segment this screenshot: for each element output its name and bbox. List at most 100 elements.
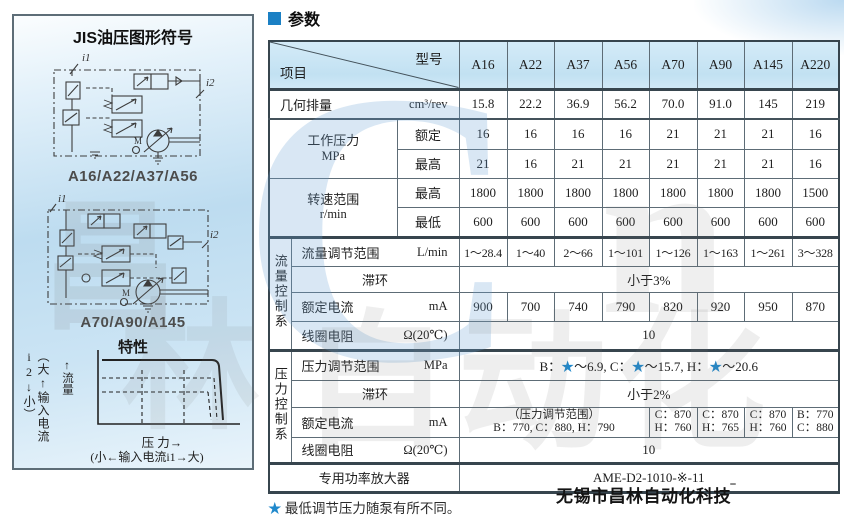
row-unit: r/min	[319, 207, 347, 222]
value-cell: 900	[458, 291, 508, 322]
value-cell: 740	[553, 291, 603, 322]
value-cell: 21	[696, 118, 745, 150]
row-label: 工作压力	[307, 133, 360, 149]
row-unit: L/min	[416, 244, 448, 259]
value-cell: 600	[506, 206, 555, 238]
jis-symbols-panel: JIS油压图形符号 i1 i2	[12, 14, 254, 470]
row-speed-min: 最低 600 600 600 600 600 600 600 600	[269, 206, 840, 238]
row-label-cell: 几何排量 cm³/rev	[268, 88, 460, 120]
row-unit: Ω(20℃)	[403, 442, 448, 457]
value-cell: 600	[648, 206, 698, 238]
value-cell: 219	[791, 88, 840, 120]
value-cell: 21	[648, 118, 698, 150]
value-cell: 790	[601, 291, 650, 322]
value-cell: 21	[601, 148, 650, 179]
value-cell: 16	[506, 148, 555, 179]
value-cell: 600	[601, 206, 650, 238]
diagonal-divider	[270, 42, 455, 86]
value-cell: 36.9	[553, 88, 603, 120]
value-cell: 820	[648, 291, 698, 322]
diagram1-i1-label: i1	[82, 52, 91, 64]
value-cell: 1500	[791, 177, 840, 208]
row-flow-hysteresis: 滞环 小于3%	[269, 265, 840, 293]
value-cell: 70.0	[648, 88, 698, 120]
value-cell: 21	[696, 148, 745, 179]
row-speed-max: 转速范围 r/min 最高 1800 1800 1800 1800 1800 1…	[268, 177, 840, 238]
value-cell: 1～28.4	[458, 235, 508, 267]
row-label: 压力调节范围	[301, 359, 380, 374]
value-cell: 16	[506, 118, 555, 150]
row-pressure-current: 额定电流 mA （压力调节范围） B：770, C：880, H：790 C：8…	[269, 406, 840, 438]
value-cell: 1～40	[506, 235, 555, 267]
value-cell-span: （压力调节范围） B：770, C：880, H：790	[458, 406, 650, 438]
sub-label: 最高	[396, 148, 460, 179]
value-cell: 1～101	[601, 235, 650, 267]
table-footnote: ★ 最低调节压力随泵有所不同。	[268, 497, 460, 517]
value-cell: 700	[506, 291, 555, 322]
sub-label: 额定	[396, 118, 460, 150]
column-header: A16	[458, 40, 508, 91]
row-label: 专用功率放大器	[268, 461, 460, 494]
value-cell: 16	[458, 118, 508, 150]
row-pressure-coil: 线圈电阻 Ω(20℃) 10	[269, 436, 840, 464]
column-header: A145	[743, 40, 793, 91]
value-cell: 21	[648, 148, 698, 179]
value-cell: 2～66	[553, 235, 603, 267]
diagram2-i1-label: i1	[58, 193, 67, 205]
diagram2-m-label: M	[122, 288, 130, 298]
value-cell-span: 10	[458, 320, 840, 351]
row-label: 滞环	[290, 265, 460, 293]
diagram1-caption: A16/A22/A37/A56	[67, 168, 199, 185]
row-label: 转速范围	[307, 191, 360, 207]
value-cell-span: B：★～6.9, C：★～15.7, H：★～20.6	[458, 348, 840, 381]
star-icon: ★	[268, 501, 282, 516]
row-label-cell: 额定电流 mA	[290, 291, 460, 322]
value-cell: 1800	[506, 177, 555, 208]
row-label: 流量调节范围	[301, 245, 380, 261]
row-pressure-rated: 工作压力 MPa 额定 16 16 16 16 21 21 21 16	[268, 118, 840, 179]
column-header: A220	[791, 40, 840, 91]
sub-label: 最高	[396, 177, 460, 208]
row-label: 几何排量	[280, 97, 333, 113]
value-cell: 22.2	[506, 88, 555, 120]
row-unit: MPa	[423, 358, 448, 372]
characteristics-y-axis-label: （大↑输入电流i2↓小）	[22, 350, 50, 443]
value-cell: C：870 H：760	[743, 406, 793, 438]
table-header-row: 型号 项目 A16 A22 A37 A56 A70 A90 A145 A220	[268, 40, 840, 91]
characteristics-chart	[74, 346, 246, 437]
row-pressure-max: 最高 21 16 21 21 21 21 21 16	[269, 148, 840, 179]
column-header: A37	[553, 40, 603, 91]
row-unit: cm³/rev	[409, 96, 448, 111]
column-header: A90	[696, 40, 745, 91]
value-cell: 950	[743, 291, 793, 322]
value-cell: 600	[791, 206, 840, 238]
value-cell: 21	[743, 118, 793, 150]
column-header: A70	[648, 40, 698, 91]
row-label-cell: 线圈电阻 Ω(20℃)	[290, 320, 460, 351]
group-label-pressure-control: 压力控制系	[268, 348, 292, 464]
column-header: A22	[506, 40, 555, 91]
value-cell: 15.8	[458, 88, 508, 120]
row-displacement: 几何排量 cm³/rev 15.8 22.2 36.9 56.2 70.0 91…	[268, 88, 840, 120]
characteristics-x-axis-sublabel: (小←输入电流i1→大)	[90, 450, 204, 464]
value-cell: 1800	[743, 177, 793, 208]
section-title: 参数	[288, 12, 321, 29]
diagram2-i2-label: i2	[210, 229, 219, 241]
row-label-cell: 压力调节范围 MPa	[290, 348, 460, 381]
value-cell: 600	[743, 206, 793, 238]
diagram1-m-label: M	[134, 136, 142, 146]
diagram2-caption: A70/A90/A145	[80, 314, 186, 331]
row-amplifier: 专用功率放大器 AME-D2-1010-※-11	[268, 461, 840, 494]
row-flow-range: 流量控制系 流量调节范围 L/min 1～28.4 1～40 2～66 1～10…	[268, 235, 840, 351]
row-label: 滞环	[290, 379, 460, 408]
row-label-cell: 线圈电阻 Ω(20℃)	[290, 436, 460, 464]
sub-label: 最低	[396, 206, 460, 238]
row-pressure-hysteresis: 滞环 小于2%	[269, 379, 840, 408]
row-label: 额定电流	[301, 300, 354, 315]
value-cell: 920	[696, 291, 745, 322]
value-cell: 91.0	[696, 88, 745, 120]
value-cell: 16	[601, 118, 650, 150]
brand-overline-mark: ‾	[731, 482, 736, 496]
row-label-cell: 额定电流 mA	[290, 406, 460, 438]
value-cell: 600	[696, 206, 745, 238]
